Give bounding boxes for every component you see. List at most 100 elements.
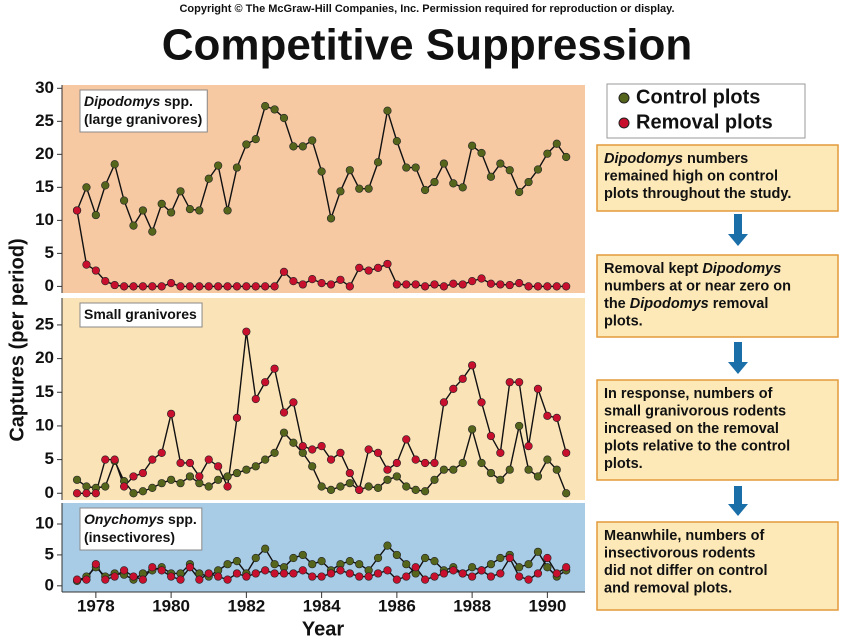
annotation-text-segment: did not differ on control [604, 563, 768, 579]
panel-label-box [79, 302, 203, 328]
y-tick-label: 5 [45, 544, 54, 563]
data-point [129, 282, 138, 291]
data-point [439, 398, 449, 407]
data-point [232, 282, 242, 291]
data-point [251, 282, 260, 291]
data-point [345, 479, 354, 488]
data-point [279, 408, 289, 417]
data-point [204, 482, 213, 491]
data-point [496, 569, 505, 578]
data-point [524, 442, 533, 451]
data-point [552, 139, 561, 148]
data-point [176, 187, 185, 196]
data-point [167, 475, 176, 484]
data-point [270, 569, 279, 578]
data-point [242, 465, 251, 474]
data-point [326, 569, 336, 578]
data-point [167, 278, 176, 288]
data-point [101, 277, 110, 286]
data-point [91, 210, 100, 220]
data-point [486, 172, 496, 181]
data-point [289, 569, 298, 578]
data-point [468, 572, 477, 581]
data-point [524, 177, 533, 187]
data-point [232, 569, 242, 578]
data-point [552, 465, 561, 474]
data-point [505, 166, 514, 175]
data-point [449, 279, 458, 288]
data-point [119, 282, 129, 291]
panel-label-segment: Dipodomys [84, 93, 160, 109]
data-point [317, 167, 326, 176]
data-point [420, 458, 430, 468]
data-point [148, 227, 157, 236]
panel-label-box [79, 89, 208, 133]
data-point [439, 465, 449, 474]
data-point [223, 560, 232, 569]
data-point [420, 553, 430, 563]
data-point [345, 556, 354, 566]
panel-label-box [79, 507, 203, 551]
data-point [317, 572, 326, 581]
data-point [420, 487, 430, 496]
x-axis-label: Year [302, 618, 344, 640]
legend-label: Control plots [636, 86, 760, 108]
data-point [420, 575, 430, 584]
data-point [411, 163, 420, 172]
annotation-text: In response, numbers of small granivorous… [604, 386, 790, 472]
data-point [355, 485, 364, 495]
legend-marker [618, 117, 630, 129]
data-point [279, 267, 289, 276]
data-point [317, 442, 326, 451]
data-point [411, 485, 420, 495]
data-point [185, 458, 195, 468]
x-tick-label: 1980 [152, 596, 190, 615]
data-point [402, 435, 411, 444]
data-point [355, 184, 364, 193]
data-point [251, 135, 260, 144]
data-point [524, 575, 533, 584]
data-point [72, 475, 82, 484]
data-point [515, 187, 524, 197]
data-point [119, 566, 129, 575]
data-point [392, 458, 401, 468]
data-point [148, 483, 157, 492]
data-point [214, 462, 223, 471]
data-point [383, 465, 392, 474]
data-point [185, 205, 195, 214]
panel-background [62, 298, 585, 500]
data-point [289, 142, 298, 151]
data-point [270, 282, 279, 291]
data-point [364, 445, 373, 454]
data-point [110, 160, 119, 169]
data-point [364, 482, 373, 491]
data-point [524, 282, 533, 291]
data-point [496, 159, 505, 168]
annotation-box [596, 254, 839, 338]
data-point [326, 455, 336, 464]
y-tick-label: 25 [35, 314, 54, 333]
data-point [157, 448, 166, 457]
data-point [204, 569, 213, 578]
panel-label-segment: spp. [160, 93, 193, 109]
data-point [562, 563, 571, 572]
annotation-text-segment: plots relative to the control [604, 438, 790, 454]
legend-label: Removal plots [636, 111, 773, 133]
annotation-box [596, 379, 839, 481]
data-point [242, 327, 251, 336]
data-point [261, 544, 270, 553]
data-point [261, 378, 270, 387]
data-point [110, 280, 119, 290]
y-tick-label: 15 [35, 382, 54, 401]
y-tick-label: 5 [45, 243, 54, 262]
data-point [185, 282, 195, 291]
y-tick-label: 0 [45, 575, 54, 594]
annotation-text-segment: Meanwhile, numbers of [604, 528, 764, 544]
data-point [289, 398, 298, 407]
data-point [392, 280, 401, 289]
annotation-text-segment: and removal plots. [604, 580, 732, 596]
data-point [533, 384, 543, 394]
data-point [383, 566, 392, 575]
data-point [72, 206, 82, 215]
data-point [317, 482, 326, 491]
